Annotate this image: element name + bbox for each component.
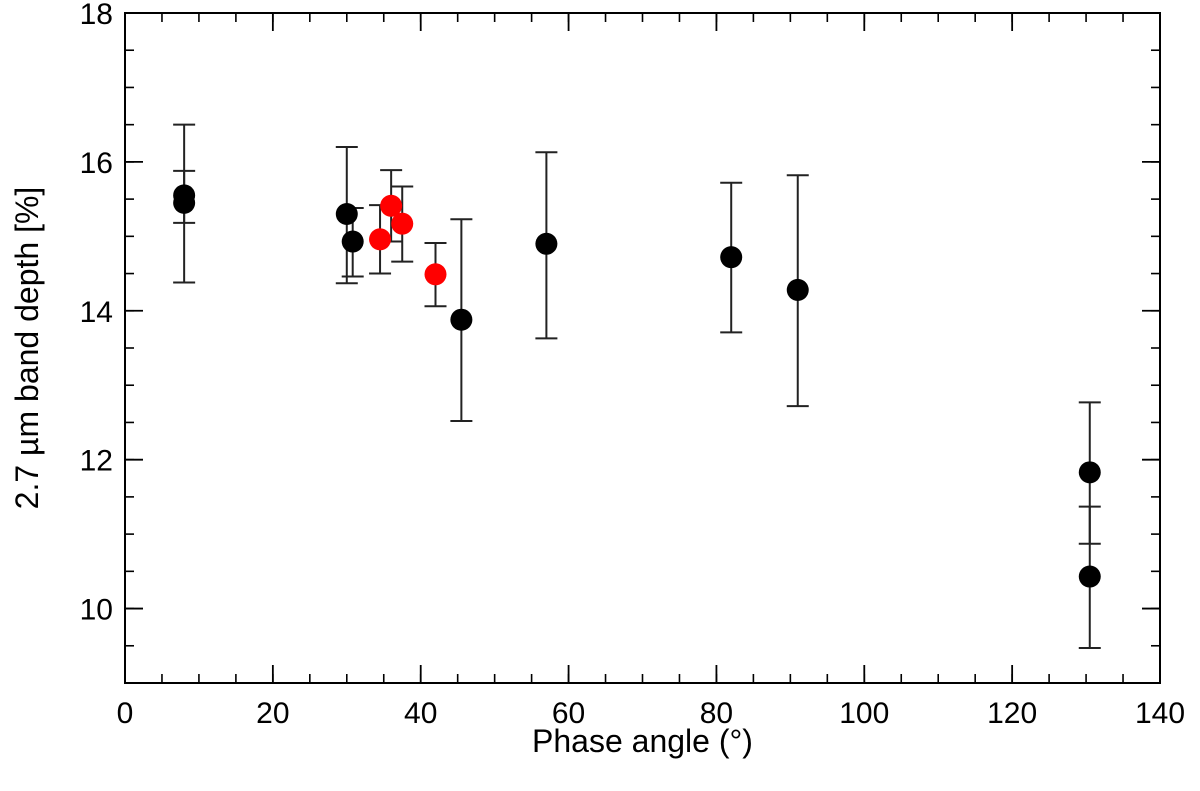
x-tick-label: 120 [987,697,1037,730]
y-tick-label: 12 [80,445,113,478]
major-ticks [124,12,1161,683]
x-tick-label: 0 [117,697,134,730]
data-points [173,184,1101,588]
data-point-black [1078,565,1101,588]
minor-ticks [124,12,1161,684]
x-tick-labels: 0 20 40 60 80 100 120 140 [117,697,1185,730]
plot-frame [124,12,1161,684]
y-tick-label: 14 [80,296,113,329]
x-tick-label: 100 [839,697,889,730]
data-point-red [391,212,414,235]
data-point-black [720,246,743,269]
data-point-red [369,228,392,251]
data-point-red [380,194,403,217]
error-bars [173,123,1101,650]
y-tick-labels: 10 12 14 16 18 [80,0,113,627]
data-point-black [341,230,364,253]
y-tick-label: 10 [80,594,113,627]
data-point-black [335,203,358,225]
data-point-black [535,232,558,255]
x-tick-label: 140 [1135,697,1185,730]
data-point-red [424,263,447,286]
y-tick-label: 16 [80,147,113,180]
data-point-black [173,191,196,214]
y-axis-label: 2.7 µm band depth [%] [9,187,45,510]
x-tick-label: 60 [552,697,585,730]
data-point-black [450,308,473,331]
x-tick-label: 80 [700,697,733,730]
x-tick-label: 20 [256,697,289,730]
data-point-black [786,278,809,301]
x-tick-label: 40 [404,697,437,730]
y-tick-label: 18 [80,0,113,31]
x-axis-label: Phase angle (°) [532,723,753,759]
data-point-black [1078,461,1101,484]
